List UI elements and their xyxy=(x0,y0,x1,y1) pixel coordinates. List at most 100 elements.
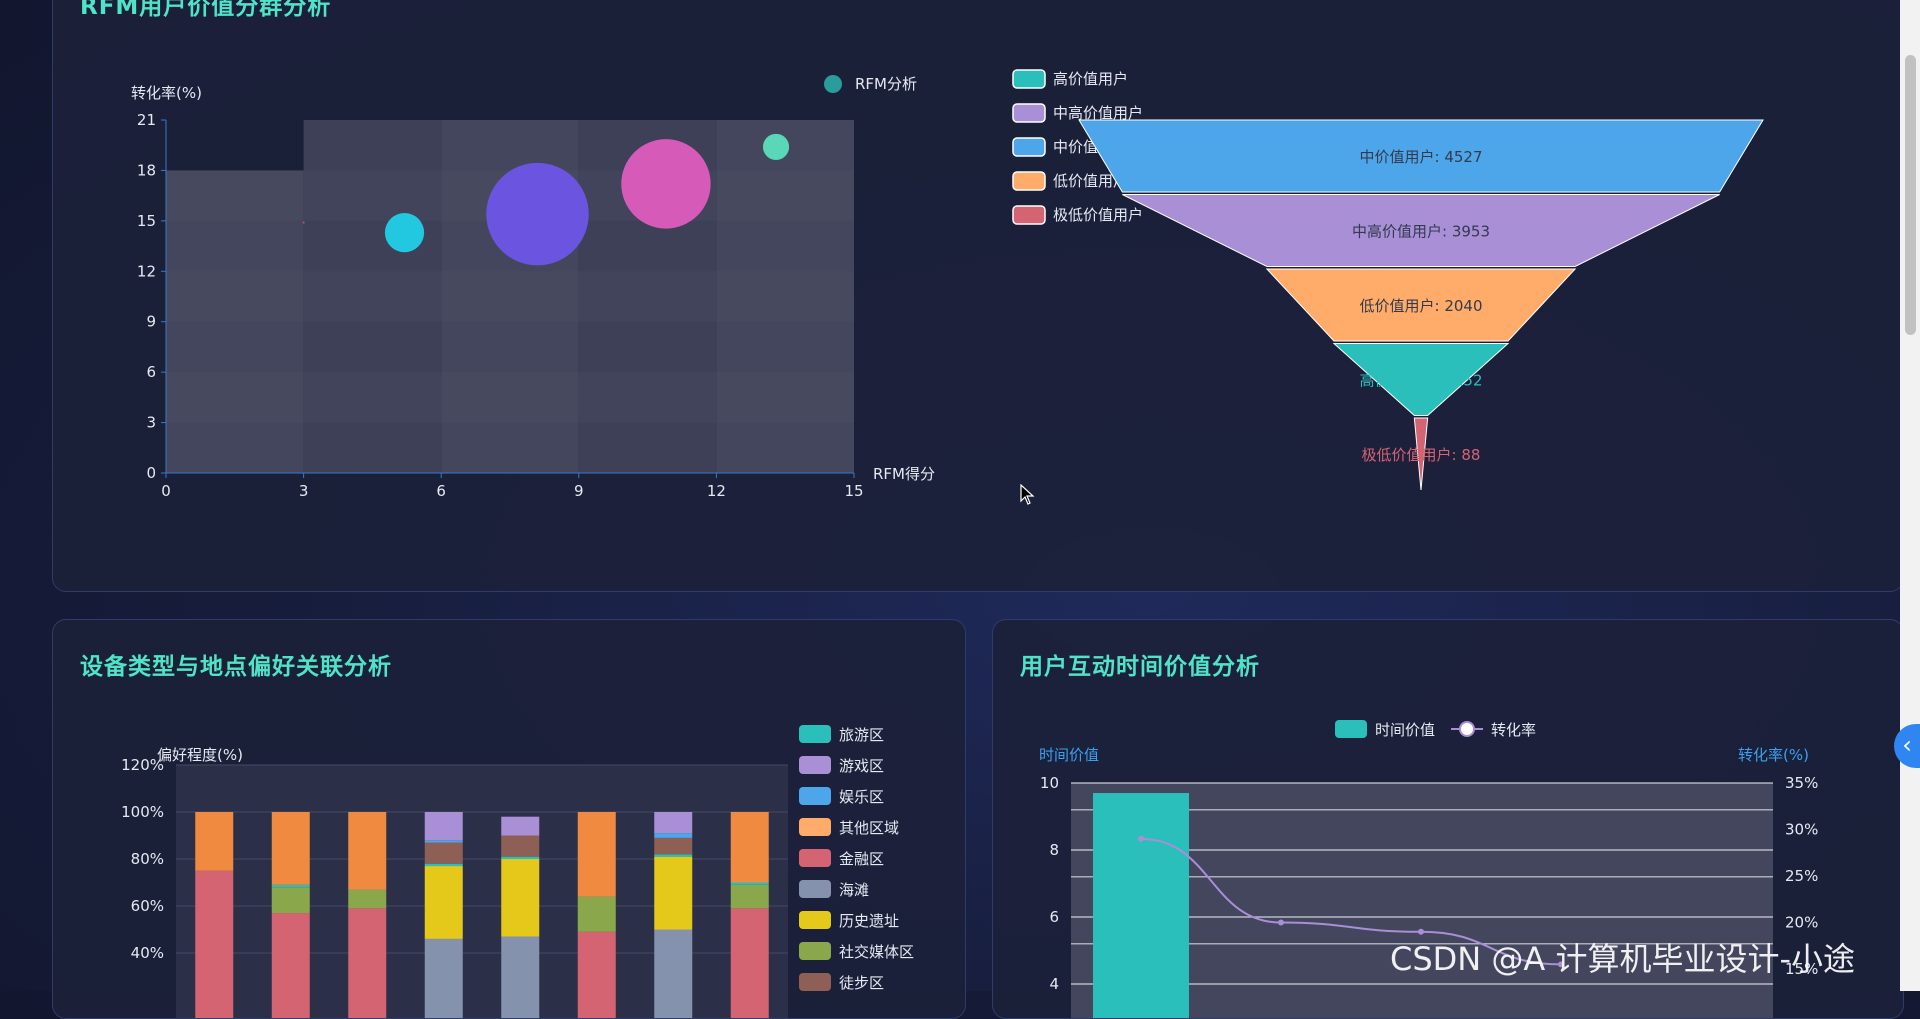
stacked-bar-segment xyxy=(501,859,539,937)
legend-label: 时间价值 xyxy=(1375,721,1435,739)
stacked-bar-segment xyxy=(425,843,463,864)
x-tick-label: 0 xyxy=(161,482,171,500)
bubble xyxy=(486,163,588,265)
legend-label: 转化率 xyxy=(1491,721,1536,739)
y-tick-label-left: 4 xyxy=(1049,975,1059,993)
bubble xyxy=(621,139,710,228)
x-tick-label: 12 xyxy=(707,482,726,500)
stacked-bar-segment xyxy=(731,812,769,883)
y-tick-label-left: 10 xyxy=(1040,774,1059,792)
y-axis-title: 偏好程度(%) xyxy=(157,746,243,764)
legend-swatch xyxy=(799,818,831,836)
stacked-bar-segment xyxy=(654,930,692,1019)
x-tick-label: 9 xyxy=(574,482,584,500)
stacked-bar-segment xyxy=(501,857,539,859)
y-tick-label-left: 8 xyxy=(1049,841,1059,859)
funnel-legend-label: 极低价值用户 xyxy=(1053,206,1143,224)
stacked-bar-segment xyxy=(272,887,310,913)
stacked-bar-segment xyxy=(731,908,769,1019)
bubble xyxy=(303,222,305,224)
funnel-legend-swatch xyxy=(1013,104,1045,122)
stacked-bar-segment xyxy=(654,833,692,838)
funnel-legend-swatch xyxy=(1013,206,1045,224)
funnel-legend-swatch xyxy=(1013,172,1045,190)
device-panel: 设备类型与地点偏好关联分析 40%60%80%100%120%偏好程度(%)旅游… xyxy=(52,619,966,1019)
x-tick-label: 15 xyxy=(844,482,863,500)
y-tick-label: 100% xyxy=(121,803,164,821)
stacked-bar-segment xyxy=(578,932,616,1019)
y-tick-label: 6 xyxy=(146,363,156,381)
page-scrollbar[interactable] xyxy=(1900,0,1920,991)
y-tick-label: 40% xyxy=(131,944,164,962)
stacked-bar-segment xyxy=(425,840,463,842)
legend-swatch xyxy=(799,849,831,867)
funnel-label: 高价值用户: 1152 xyxy=(1360,372,1483,390)
legend-label: 徒步区 xyxy=(839,974,884,992)
chevron-left-icon: ‹ xyxy=(1902,731,1912,759)
legend-label: 历史遗址 xyxy=(839,912,899,930)
legend-label: 金融区 xyxy=(839,850,884,868)
funnel-label: 中价值用户: 4527 xyxy=(1360,148,1483,166)
y-tick-label: 80% xyxy=(131,850,164,868)
stacked-bar-segment xyxy=(731,883,769,885)
y-tick-label: 0 xyxy=(146,464,156,482)
x-tick-label: 6 xyxy=(436,482,446,500)
y-tick-label: 18 xyxy=(137,161,156,179)
bubble xyxy=(385,213,424,252)
y-axis-title-left: 时间价值 xyxy=(1039,746,1099,764)
stacked-bar-segment xyxy=(654,838,692,854)
stacked-bar-segment xyxy=(501,937,539,1019)
legend-swatch xyxy=(799,880,831,898)
stacked-bar-segment xyxy=(272,812,310,885)
legend-label: 社交媒体区 xyxy=(839,943,914,961)
y-tick-label: 21 xyxy=(137,111,156,129)
bar xyxy=(1093,793,1189,1019)
stacked-bar-segment xyxy=(578,812,616,897)
legend-swatch xyxy=(799,942,831,960)
mouse-cursor-icon xyxy=(1020,484,1036,510)
line-point xyxy=(1138,836,1144,842)
device-chart: 40%60%80%100%120%偏好程度(%)旅游区游戏区娱乐区其他区域金融区… xyxy=(53,620,966,1019)
legend-label: 娱乐区 xyxy=(839,788,884,806)
y-axis-title: 转化率(%) xyxy=(131,84,202,102)
y-tick-label: 15 xyxy=(137,212,156,230)
legend-label: 旅游区 xyxy=(839,726,884,744)
stacked-bar-segment xyxy=(425,939,463,1019)
stacked-bar-segment xyxy=(348,812,386,890)
line-point xyxy=(1278,920,1284,926)
legend-swatch xyxy=(1335,720,1367,738)
legend-marker xyxy=(824,75,842,93)
legend-label: 海滩 xyxy=(839,881,869,899)
split-band xyxy=(166,372,854,422)
legend-swatch xyxy=(799,787,831,805)
funnel-label: 低价值用户: 2040 xyxy=(1360,297,1483,315)
stacked-bar-segment xyxy=(195,871,233,1019)
y-tick-label: 9 xyxy=(146,313,156,331)
funnel-label: 极低价值用户: 88 xyxy=(1362,446,1481,464)
legend-label: 其他区域 xyxy=(839,819,899,837)
legend-marker xyxy=(1460,722,1474,736)
legend-swatch xyxy=(799,725,831,743)
y-tick-label: 3 xyxy=(146,414,156,432)
legend-label: 游戏区 xyxy=(839,757,884,775)
legend-swatch xyxy=(799,911,831,929)
funnel-legend-label: 高价值用户 xyxy=(1053,70,1128,88)
scroll-thumb[interactable] xyxy=(1905,55,1916,335)
y-tick-label-right: 20% xyxy=(1785,914,1818,932)
funnel-legend-swatch xyxy=(1013,138,1045,156)
stacked-bar-segment xyxy=(501,817,539,836)
bubble xyxy=(763,134,789,160)
x-axis-title: RFM得分 xyxy=(873,465,935,483)
funnel-legend-label: 中高价值用户 xyxy=(1053,104,1143,122)
stacked-bar-segment xyxy=(425,866,463,939)
y-tick-label-right: 25% xyxy=(1785,867,1818,885)
x-tick-label: 3 xyxy=(299,482,309,500)
stacked-bar-segment xyxy=(348,890,386,909)
stacked-bar-segment xyxy=(348,908,386,1019)
legend-swatch xyxy=(799,756,831,774)
y-tick-label-left: 6 xyxy=(1049,908,1059,926)
plot-area xyxy=(176,765,788,1019)
funnel-label: 中高价值用户: 3953 xyxy=(1352,223,1490,241)
